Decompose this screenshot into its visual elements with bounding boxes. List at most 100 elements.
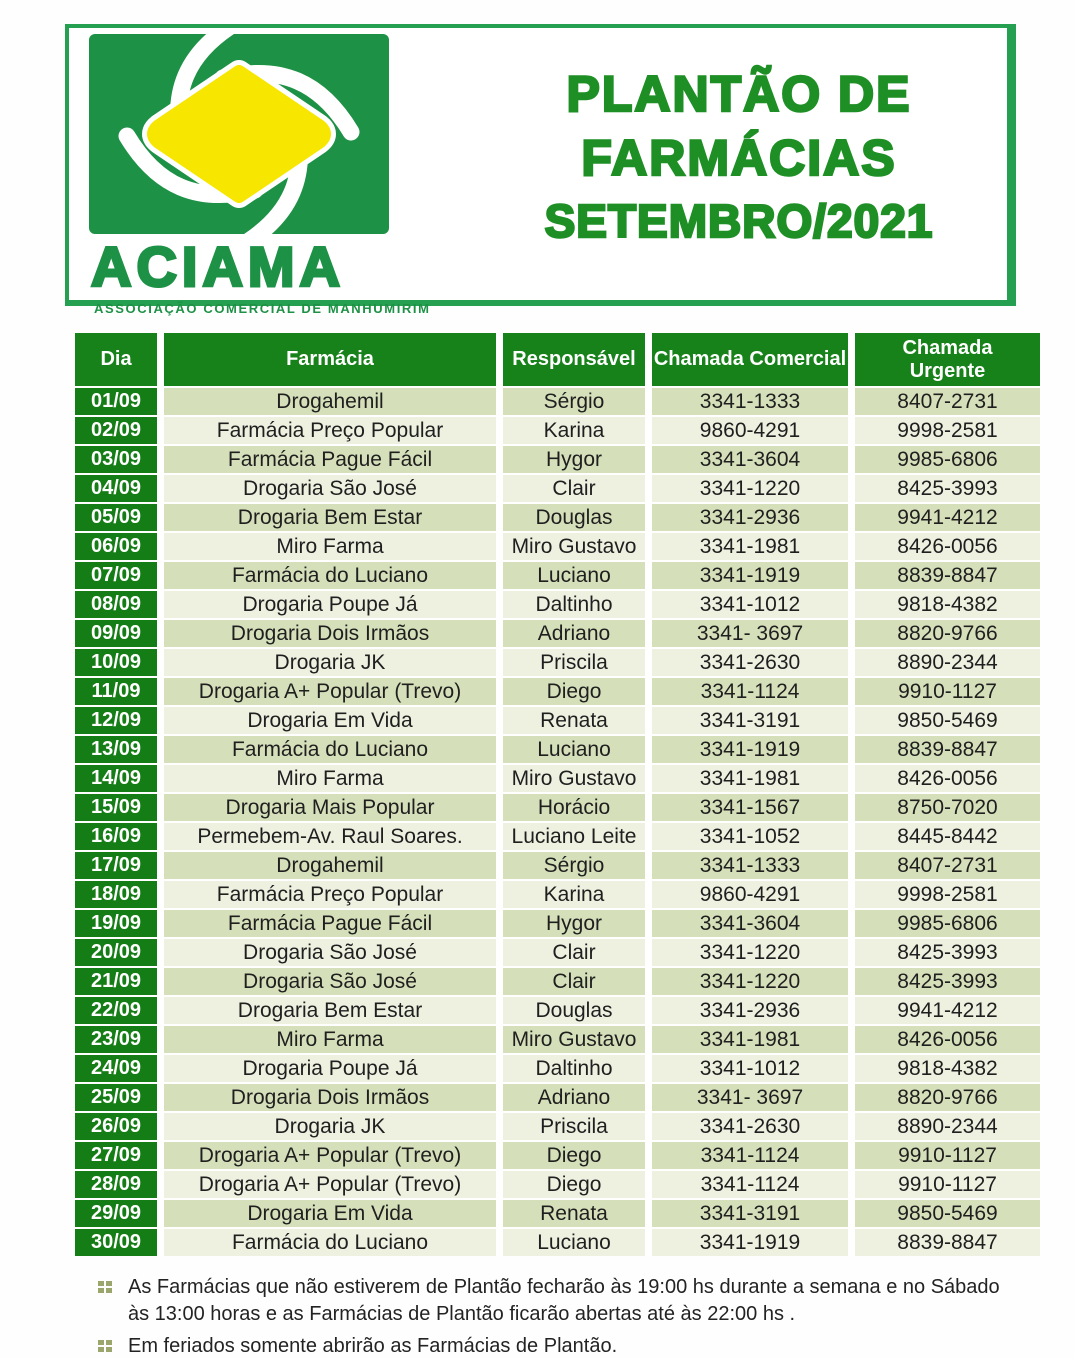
commercial-phone-cell: 3341-1012 — [652, 1055, 848, 1082]
responsible-cell: Horácio — [503, 794, 645, 821]
pharmacy-cell: Drogaria Poupe Já — [164, 1055, 496, 1082]
responsible-cell: Adriano — [503, 620, 645, 647]
responsible-cell: Karina — [503, 881, 645, 908]
commercial-phone-cell: 3341-3191 — [652, 1200, 848, 1227]
urgent-phone-cell: 9910-1127 — [855, 1142, 1040, 1169]
commercial-phone-cell: 9860-4291 — [652, 417, 848, 444]
pharmacy-cell: Miro Farma — [164, 533, 496, 560]
urgent-phone-cell: 8820-9766 — [855, 1084, 1040, 1111]
footnote-item: Em feriados somente abrirão as Farmácias… — [98, 1333, 1003, 1359]
responsible-cell: Miro Gustavo — [503, 1026, 645, 1053]
title-line-2: FARMÁCIAS — [580, 129, 897, 188]
responsible-cell: Renata — [503, 1200, 645, 1227]
pharmacy-cell: Drogaria A+ Popular (Trevo) — [164, 678, 496, 705]
pharmacy-cell: Drogaria JK — [164, 1113, 496, 1140]
urgent-phone-cell: 8426-0056 — [855, 765, 1040, 792]
pharmacy-cell: Drogahemil — [164, 852, 496, 879]
day-cell: 21/09 — [75, 968, 157, 995]
day-cell: 25/09 — [75, 1084, 157, 1111]
urgent-phone-cell: 8820-9766 — [855, 620, 1040, 647]
pharmacy-cell: Farmácia do Luciano — [164, 736, 496, 763]
urgent-phone-cell: 9850-5469 — [855, 1200, 1040, 1227]
commercial-phone-cell: 3341-1012 — [652, 591, 848, 618]
responsible-cell: Miro Gustavo — [503, 533, 645, 560]
commercial-phone-cell: 3341-1124 — [652, 678, 848, 705]
commercial-phone-cell: 3341-1919 — [652, 1229, 848, 1256]
aciama-aperture-logo — [89, 34, 389, 234]
urgent-phone-cell: 8407-2731 — [855, 388, 1040, 415]
pharmacy-cell: Drogaria Mais Popular — [164, 794, 496, 821]
urgent-phone-cell: 9818-4382 — [855, 591, 1040, 618]
responsible-cell: Priscila — [503, 649, 645, 676]
urgent-phone-cell: 9941-4212 — [855, 504, 1040, 531]
commercial-phone-cell: 3341-1919 — [652, 736, 848, 763]
urgent-phone-cell: 9910-1127 — [855, 678, 1040, 705]
header-banner: ACIAMA ASSOCIAÇÃO COMERCIAL DE MANHUMIRI… — [65, 24, 1016, 316]
responsible-cell: Daltinho — [503, 591, 645, 618]
responsible-cell: Douglas — [503, 504, 645, 531]
urgent-phone-cell: 8890-2344 — [855, 1113, 1040, 1140]
responsible-cell: Diego — [503, 1142, 645, 1169]
day-cell: 10/09 — [75, 649, 157, 676]
footnotes: As Farmácias que não estiverem de Plantã… — [98, 1274, 1003, 1359]
day-cell: 05/09 — [75, 504, 157, 531]
day-cell: 24/09 — [75, 1055, 157, 1082]
col-header-dia: Dia — [75, 333, 157, 386]
commercial-phone-cell: 3341-3604 — [652, 446, 848, 473]
day-cell: 22/09 — [75, 997, 157, 1024]
urgent-phone-cell: 9998-2581 — [855, 881, 1040, 908]
pharmacy-cell: Miro Farma — [164, 765, 496, 792]
responsible-cell: Douglas — [503, 997, 645, 1024]
urgent-phone-cell: 8839-8847 — [855, 562, 1040, 589]
responsible-cell: Adriano — [503, 1084, 645, 1111]
urgent-phone-cell: 8839-8847 — [855, 1229, 1040, 1256]
day-cell: 26/09 — [75, 1113, 157, 1140]
pharmacy-cell: Farmácia do Luciano — [164, 1229, 496, 1256]
responsible-cell: Luciano Leite — [503, 823, 645, 850]
urgent-phone-cell: 8750-7020 — [855, 794, 1040, 821]
responsible-cell: Luciano — [503, 736, 645, 763]
commercial-phone-cell: 3341- 3697 — [652, 1084, 848, 1111]
responsible-cell: Miro Gustavo — [503, 765, 645, 792]
day-cell: 15/09 — [75, 794, 157, 821]
responsible-cell: Sérgio — [503, 388, 645, 415]
commercial-phone-cell: 3341- 3697 — [652, 620, 848, 647]
grid-bullet-icon — [98, 1340, 112, 1352]
pharmacy-cell: Drogaria A+ Popular (Trevo) — [164, 1142, 496, 1169]
pharmacy-cell: Drogaria Dois Irmãos — [164, 1084, 496, 1111]
day-cell: 09/09 — [75, 620, 157, 647]
responsible-cell: Clair — [503, 939, 645, 966]
urgent-phone-cell: 9910-1127 — [855, 1171, 1040, 1198]
commercial-phone-cell: 3341-1981 — [652, 1026, 848, 1053]
col-header-responsavel: Responsável — [503, 333, 645, 386]
urgent-phone-cell: 8407-2731 — [855, 852, 1040, 879]
responsible-cell: Priscila — [503, 1113, 645, 1140]
pharmacy-cell: Drogaria Em Vida — [164, 1200, 496, 1227]
pharmacy-cell: Drogaria Poupe Já — [164, 591, 496, 618]
schedule-table: Dia Farmácia Responsável Chamada Comerci… — [75, 333, 1040, 1256]
urgent-phone-cell: 8425-3993 — [855, 968, 1040, 995]
poster-title: PLANTÃO DE FARMÁCIAS SETEMBRO/2021 — [499, 62, 979, 252]
grid-bullet-icon — [98, 1281, 112, 1293]
pharmacy-cell: Farmácia do Luciano — [164, 562, 496, 589]
col-header-chamada-comercial: Chamada Comercial — [652, 333, 848, 386]
urgent-phone-cell: 9985-6806 — [855, 446, 1040, 473]
day-cell: 17/09 — [75, 852, 157, 879]
day-cell: 28/09 — [75, 1171, 157, 1198]
day-cell: 11/09 — [75, 678, 157, 705]
day-cell: 14/09 — [75, 765, 157, 792]
footnote-text: Em feriados somente abrirão as Farmácias… — [128, 1335, 618, 1357]
day-cell: 01/09 — [75, 388, 157, 415]
day-cell: 30/09 — [75, 1229, 157, 1256]
pharmacy-cell: Farmácia Preço Popular — [164, 881, 496, 908]
urgent-phone-cell: 8445-8442 — [855, 823, 1040, 850]
col-header-chamada-urgente: Chamada Urgente — [855, 333, 1040, 386]
day-cell: 03/09 — [75, 446, 157, 473]
urgent-phone-cell: 8425-3993 — [855, 475, 1040, 502]
day-cell: 19/09 — [75, 910, 157, 937]
day-cell: 18/09 — [75, 881, 157, 908]
pharmacy-cell: Farmácia Pague Fácil — [164, 446, 496, 473]
footnote-item: As Farmácias que não estiverem de Plantã… — [98, 1274, 1003, 1328]
title-line-1: PLANTÃO DE — [565, 65, 912, 124]
commercial-phone-cell: 3341-3604 — [652, 910, 848, 937]
